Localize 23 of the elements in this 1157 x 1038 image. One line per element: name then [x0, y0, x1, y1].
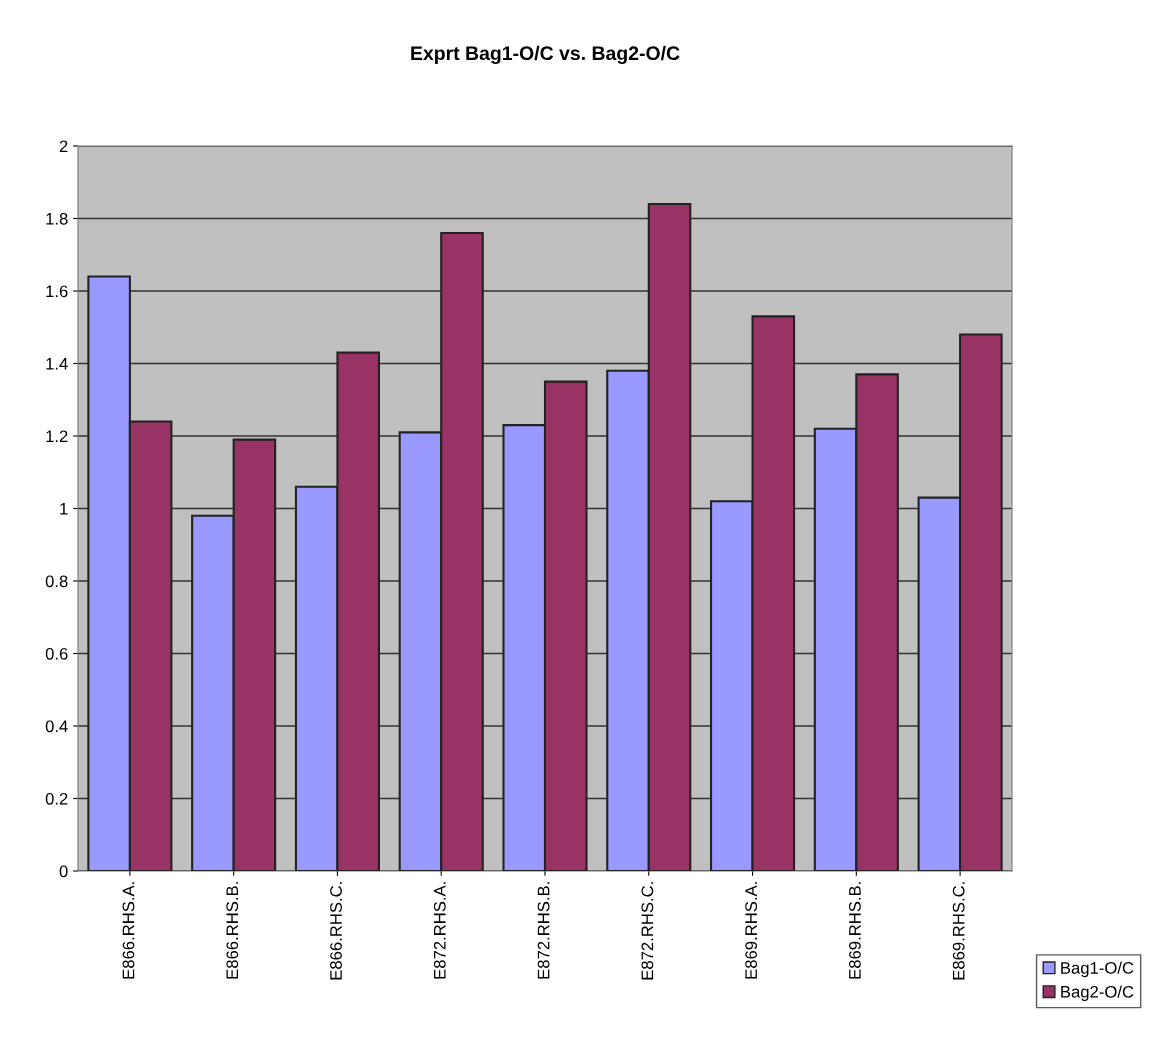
x-tick-label: E869.RHS.A.: [745, 882, 758, 979]
y-tick-label: 0.4: [45, 720, 68, 733]
y-tick-label: 0.6: [45, 647, 68, 660]
x-tick-label: E869.RHS.B.: [849, 882, 861, 979]
chart-title: Exprt Bag1-O/C vs. Bag2-O/C: [411, 45, 680, 65]
x-tick-label: E872.RHS.A.: [433, 882, 446, 979]
y-tick-label: 1: [60, 503, 68, 515]
x-tick-label: E872.RHS.B.: [537, 882, 550, 979]
y-tick-label: 2: [59, 140, 68, 153]
y-tick-label: 0.8: [45, 575, 68, 588]
y-tick-label: 1.8: [46, 212, 68, 225]
legend-label: Bag1-O/C: [1061, 961, 1134, 978]
x-tick-label: E872.RHS.C.: [641, 882, 654, 980]
x-tick-label: E866.RHS.C.: [330, 882, 342, 980]
y-tick-label: 0: [59, 865, 68, 878]
x-tick-label: E866.RHS.B.: [226, 882, 239, 979]
x-tick-label: E866.RHS.A.: [122, 882, 135, 979]
legend-label: Bag2-O/C: [1061, 985, 1134, 1001]
y-tick-label: 1.4: [46, 358, 68, 370]
y-tick-label: 1.2: [46, 430, 68, 443]
x-tick-label: E869.RHS.C.: [952, 882, 965, 980]
y-tick-label: 1.6: [46, 285, 68, 298]
y-tick-label: 0.2: [45, 792, 68, 805]
